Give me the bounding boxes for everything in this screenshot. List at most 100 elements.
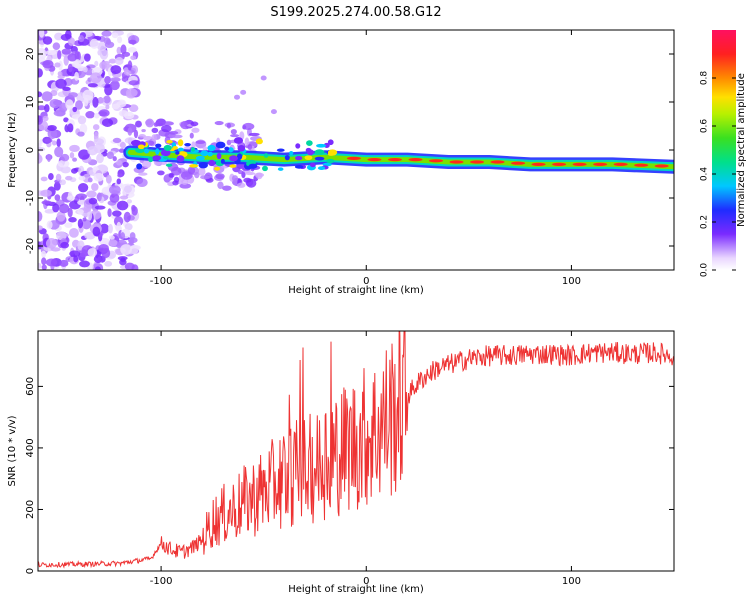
noise-blob xyxy=(99,61,108,70)
noise-blob xyxy=(181,178,189,185)
noise-blob xyxy=(123,185,132,193)
colorbar-gradient xyxy=(712,30,736,270)
noise-blob xyxy=(54,62,61,68)
ridge-peak xyxy=(511,161,526,165)
noise-blob xyxy=(38,225,43,231)
noise-blob xyxy=(135,120,142,128)
ridge-blob xyxy=(327,139,334,146)
spectrogram-x-ticks: -100 0 100 xyxy=(150,30,581,287)
y-tick-label: 600 xyxy=(25,377,36,396)
noise-blob xyxy=(112,156,117,162)
noise-blob xyxy=(168,173,175,178)
noise-blob xyxy=(57,159,70,168)
noise-blob xyxy=(78,260,91,268)
noise-blob xyxy=(41,91,53,102)
noise-blob xyxy=(197,166,206,176)
noise-blob xyxy=(77,218,84,229)
noise-blob xyxy=(98,244,110,253)
noise-blob xyxy=(71,168,78,174)
noise-blob xyxy=(247,143,253,151)
ridge-blob xyxy=(189,164,199,168)
noise-blob xyxy=(123,211,131,223)
noise-blob xyxy=(189,132,194,139)
noise-blob xyxy=(124,223,133,231)
noise-blob xyxy=(77,209,84,215)
ridge-peak xyxy=(613,162,628,166)
ridge-blob xyxy=(317,166,326,171)
noise-blob xyxy=(138,134,146,138)
noise-blob xyxy=(110,77,121,82)
noise-blob xyxy=(141,129,146,133)
noise-blob xyxy=(120,257,126,263)
noise-blob xyxy=(119,195,129,200)
noise-blob xyxy=(116,159,123,166)
ridge-blob xyxy=(195,155,205,161)
ridge-blob xyxy=(177,139,184,147)
colorbar-label: Normalized spectral amplitude xyxy=(736,73,747,227)
noise-blob xyxy=(69,227,79,238)
colorbar-tick-label: 0.4 xyxy=(700,167,710,182)
noise-blob xyxy=(82,89,94,101)
noise-blob xyxy=(242,122,255,131)
y-tick-label: -20 xyxy=(25,238,36,254)
noise-blob xyxy=(90,72,102,84)
colorbar-ticks: 0.0 0.2 0.4 0.6 0.8 xyxy=(700,71,736,277)
figure-title: S199.2025.274.00.58.G12 xyxy=(270,5,441,20)
noise-blob xyxy=(237,182,246,188)
noise-blob xyxy=(116,178,122,185)
noise-blob xyxy=(116,200,129,211)
noise-blob xyxy=(74,71,79,81)
noise-blob xyxy=(82,66,88,73)
ridge-blob xyxy=(220,158,225,164)
noise-blob xyxy=(78,182,89,193)
noise-blob xyxy=(124,262,135,270)
ridge-blob xyxy=(295,143,301,149)
noise-blob xyxy=(69,250,81,258)
noise-blob xyxy=(133,129,139,139)
snr-panel: -100 0 100 0 200 400 600 Height of straight l… xyxy=(7,330,675,595)
ridge-blob xyxy=(177,147,184,152)
noise-blob xyxy=(87,247,98,257)
ridge-blob xyxy=(137,144,145,150)
noise-blob xyxy=(61,48,72,55)
noise-blob xyxy=(120,232,126,240)
noise-blob xyxy=(101,30,112,37)
noise-blob xyxy=(39,30,45,38)
noise-blob xyxy=(78,175,86,181)
noise-blob xyxy=(123,69,131,76)
noise-blob xyxy=(179,183,192,189)
noise-blob xyxy=(52,203,60,213)
noise-blob xyxy=(103,95,111,104)
noise-blob xyxy=(60,241,69,249)
noise-blob xyxy=(151,134,157,142)
noise-blob xyxy=(99,223,110,234)
noise-blob xyxy=(127,60,133,72)
snr-x-ticks: -100 0 100 xyxy=(150,331,581,587)
noise-blob xyxy=(107,208,112,218)
ridge-blob xyxy=(233,137,244,144)
noise-blob xyxy=(245,171,256,176)
noise-blob xyxy=(260,75,267,81)
noise-blob xyxy=(68,92,78,98)
noise-blob xyxy=(91,182,99,192)
ridge-blob xyxy=(262,165,268,172)
spectral-ridge xyxy=(123,137,674,174)
noise-blob xyxy=(133,166,145,174)
x-tick-label: -100 xyxy=(150,276,173,287)
noise-blob xyxy=(89,38,99,49)
noise-blob xyxy=(87,177,93,183)
noise-blob xyxy=(104,260,113,267)
noise-blob xyxy=(38,115,43,125)
noise-blob xyxy=(93,143,105,154)
ridge-peak xyxy=(490,160,505,164)
ridge-blob xyxy=(304,155,313,161)
noise-blob xyxy=(67,53,77,62)
noise-blob xyxy=(42,115,49,122)
noise-blob xyxy=(119,141,126,149)
ridge-blob xyxy=(148,156,154,163)
x-tick-label: -100 xyxy=(150,576,173,587)
noise-blob xyxy=(52,42,61,51)
noise-blob xyxy=(87,83,98,88)
noise-blob xyxy=(128,39,137,45)
noise-blob xyxy=(65,175,73,181)
